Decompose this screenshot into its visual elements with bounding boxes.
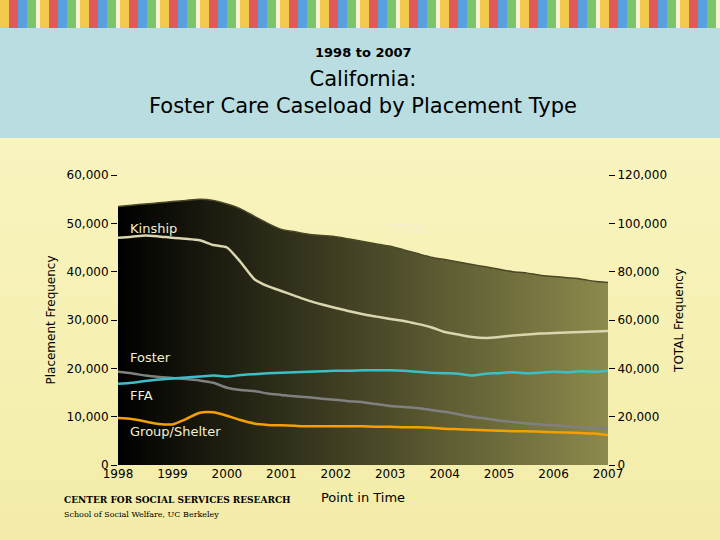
svg-text:1998: 1998 bbox=[103, 467, 134, 481]
svg-text:60,000: 60,000 bbox=[617, 313, 659, 327]
svg-text:2000: 2000 bbox=[212, 467, 243, 481]
svg-text:0: 0 bbox=[617, 458, 625, 472]
svg-text:10,000: 10,000 bbox=[67, 410, 109, 424]
svg-text:School of Social Welfare, UC B: School of Social Welfare, UC Berkeley bbox=[64, 510, 219, 519]
svg-text:60,000: 60,000 bbox=[67, 168, 109, 182]
svg-text:120,000: 120,000 bbox=[617, 168, 667, 182]
svg-text:2007: 2007 bbox=[593, 467, 624, 481]
svg-text:FFA: FFA bbox=[130, 388, 153, 403]
svg-text:50,000: 50,000 bbox=[67, 217, 109, 231]
svg-text:California:Foster Care Caseloa: California:Foster Care Caseload by Place… bbox=[149, 67, 577, 118]
svg-text:2001: 2001 bbox=[266, 467, 297, 481]
svg-text:20,000: 20,000 bbox=[617, 410, 659, 424]
svg-text:2006: 2006 bbox=[538, 467, 569, 481]
svg-text:2002: 2002 bbox=[321, 467, 352, 481]
svg-text:2004: 2004 bbox=[429, 467, 460, 481]
svg-text:2003: 2003 bbox=[375, 467, 406, 481]
svg-text:30,000: 30,000 bbox=[67, 313, 109, 327]
svg-text:Point in Time: Point in Time bbox=[321, 490, 405, 505]
svg-text:Placement Frequency: Placement Frequency bbox=[44, 255, 58, 384]
svg-text:40,000: 40,000 bbox=[617, 362, 659, 376]
svg-text:40,000: 40,000 bbox=[67, 265, 109, 279]
svg-text:1998 to 2007: 1998 to 2007 bbox=[315, 45, 412, 60]
svg-text:Foster: Foster bbox=[130, 350, 171, 365]
svg-text:Group/Shelter: Group/Shelter bbox=[130, 424, 221, 439]
svg-text:1999: 1999 bbox=[157, 467, 188, 481]
svg-text:100,000: 100,000 bbox=[617, 217, 667, 231]
svg-text:TOTAL Frequency: TOTAL Frequency bbox=[672, 268, 686, 373]
svg-text:Kinship: Kinship bbox=[130, 221, 177, 236]
svg-text:80,000: 80,000 bbox=[617, 265, 659, 279]
svg-text:CENTER FOR SOCIAL SERVICES RES: CENTER FOR SOCIAL SERVICES RESEARCH bbox=[64, 495, 291, 505]
svg-text:TOTAL: TOTAL bbox=[387, 221, 430, 236]
svg-text:2005: 2005 bbox=[484, 467, 515, 481]
svg-text:20,000: 20,000 bbox=[67, 362, 109, 376]
svg-text:0: 0 bbox=[101, 458, 109, 472]
